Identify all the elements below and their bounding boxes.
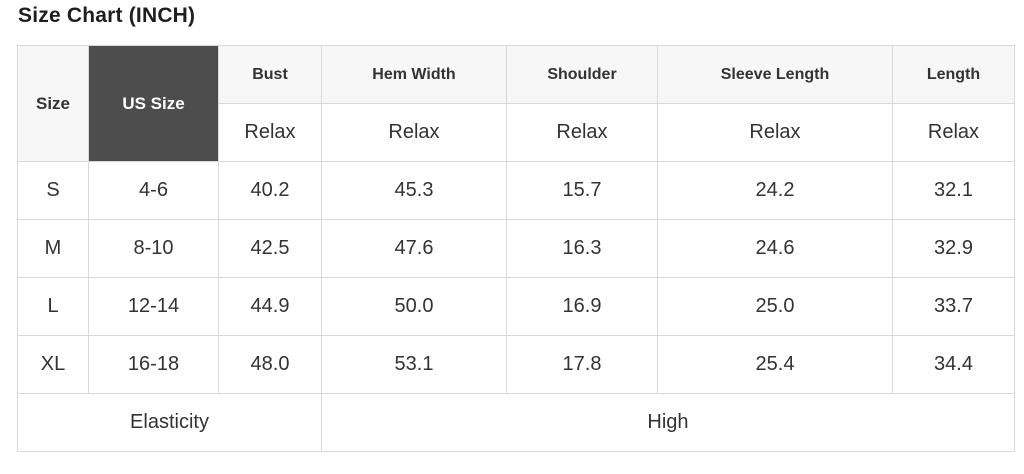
value-cell: 24.6 [657,219,893,278]
table-row-l: L 12-14 44.9 50.0 16.9 25.0 33.7 [17,277,1015,336]
header-row: Size US Size Bust Hem Width Shoulder Sle… [17,45,1015,162]
size-chart-table: Size US Size Bust Hem Width Shoulder Sle… [17,45,1015,452]
header-hem-width: Hem Width [321,45,507,104]
fit-bust: Relax [218,103,322,162]
value-cell: 25.4 [657,335,893,394]
us-size-cell: 16-18 [88,335,219,394]
us-size-cell: 8-10 [88,219,219,278]
fit-row: Relax Relax Relax Relax Relax [18,103,1015,162]
value-cell: 42.5 [218,219,322,278]
value-cell: 48.0 [218,335,322,394]
fit-shoulder: Relax [506,103,658,162]
header-shoulder: Shoulder [506,45,658,104]
size-cell: XL [17,335,89,394]
table-row-m: M 8-10 42.5 47.6 16.3 24.6 32.9 [17,219,1015,278]
size-cell: L [17,277,89,336]
value-cell: 34.4 [892,335,1015,394]
value-cell: 17.8 [506,335,658,394]
header-sleeve-length: Sleeve Length [657,45,893,104]
table-row-s: S 4-6 40.2 45.3 15.7 24.2 32.1 [17,161,1015,220]
fit-length: Relax [892,103,1015,162]
value-cell: 44.9 [218,277,322,336]
value-cell: 32.1 [892,161,1015,220]
fit-hem-width: Relax [321,103,507,162]
size-chart-title: Size Chart (INCH) [18,4,196,27]
header-size: Size [17,45,89,162]
value-cell: 15.7 [506,161,658,220]
value-cell: 32.9 [892,219,1015,278]
size-cell: S [17,161,89,220]
value-cell: 16.9 [506,277,658,336]
elasticity-row: Elasticity High [17,393,1015,452]
value-cell: 16.3 [506,219,658,278]
value-cell: 47.6 [321,219,507,278]
us-size-cell: 12-14 [88,277,219,336]
value-cell: 40.2 [218,161,322,220]
value-cell: 24.2 [657,161,893,220]
size-cell: M [17,219,89,278]
header-bust: Bust [218,45,322,104]
value-cell: 25.0 [657,277,893,336]
value-cell: 53.1 [321,335,507,394]
header-length: Length [892,45,1015,104]
value-cell: 50.0 [321,277,507,336]
elasticity-label: Elasticity [17,393,322,452]
header-us-size: US Size [88,45,219,162]
us-size-cell: 4-6 [88,161,219,220]
size-chart-section: Size Chart (INCH) Size US Size Bust Hem … [17,4,1015,452]
value-cell: 45.3 [321,161,507,220]
value-cell: 33.7 [892,277,1015,336]
fit-sleeve-length: Relax [657,103,893,162]
elasticity-value: High [321,393,1015,452]
table-row-xl: XL 16-18 48.0 53.1 17.8 25.4 34.4 [17,335,1015,394]
